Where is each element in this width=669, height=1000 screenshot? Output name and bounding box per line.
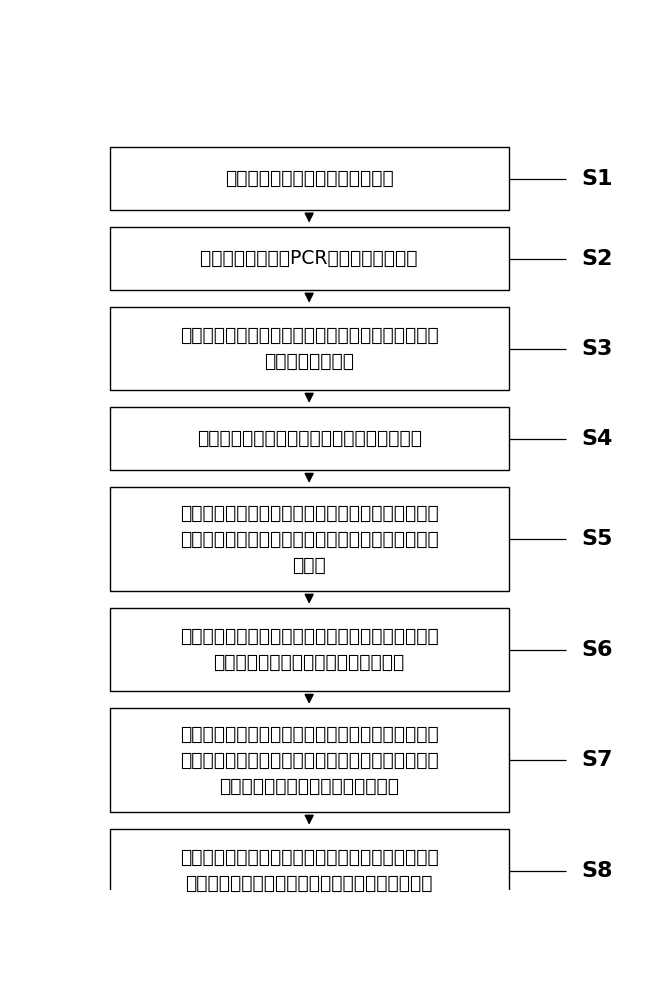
Text: S6: S6 [581, 640, 613, 660]
Bar [110, 307, 508, 390]
Bar [110, 708, 508, 812]
Text: S2: S2 [581, 249, 613, 269]
Text: S1: S1 [581, 169, 613, 189]
Text: S5: S5 [581, 529, 613, 549]
Text: 根据各反应芯片的荧光试剂图像读取各反应芯片中的
有效孔数目，并将有效孔数目进行累加以获得总有效
孔数目: 根据各反应芯片的荧光试剂图像读取各反应芯片中的 有效孔数目，并将有效孔数目进行累… [180, 504, 439, 575]
Text: 根据所述荧光直方图设置各反应芯片的阳性判定阈值
，获取各反应芯片中阳性位点的数目，对阳性位点的
数目进行累加以得到总阳性位点数目: 根据所述荧光直方图设置各反应芯片的阳性判定阈值 ，获取各反应芯片中阳性位点的数目… [180, 725, 439, 796]
Text: S8: S8 [581, 861, 613, 881]
Bar [110, 829, 508, 912]
Text: 根据各反应芯片的荧光试剂图像读取各反应芯片中位
孔内部的荧光强度，并建立荧光直方图: 根据各反应芯片的荧光试剂图像读取各反应芯片中位 孔内部的荧光强度，并建立荧光直方… [180, 627, 439, 672]
Text: 将反应溶液加入若干个反应芯片中: 将反应溶液加入若干个反应芯片中 [225, 169, 393, 188]
Text: 将各反应芯片放置于荧光成像系统中，获取各反应芯
片的荧光试剂图像: 将各反应芯片放置于荧光成像系统中，获取各反应芯 片的荧光试剂图像 [180, 326, 439, 371]
Text: 根据总阳性位点数目和总有效孔数目的比值，利用泊
松方程计算所述反应溶液中的待测样本溶液的浓度: 根据总阳性位点数目和总有效孔数目的比值，利用泊 松方程计算所述反应溶液中的待测样… [180, 848, 439, 893]
Bar [110, 487, 508, 591]
Bar [110, 147, 508, 210]
Text: S3: S3 [581, 339, 613, 359]
Text: S7: S7 [581, 750, 613, 770]
Bar [110, 407, 508, 470]
Text: 将各反应芯片加入​PCR​扩增仪中进行扩增: 将各反应芯片加入​PCR​扩增仪中进行扩增 [201, 249, 418, 268]
Text: S4: S4 [581, 429, 613, 449]
Bar [110, 227, 508, 290]
Text: 对各反应芯片的荧光试剂图像进行归一化处理: 对各反应芯片的荧光试剂图像进行归一化处理 [197, 429, 421, 448]
Bar [110, 608, 508, 691]
